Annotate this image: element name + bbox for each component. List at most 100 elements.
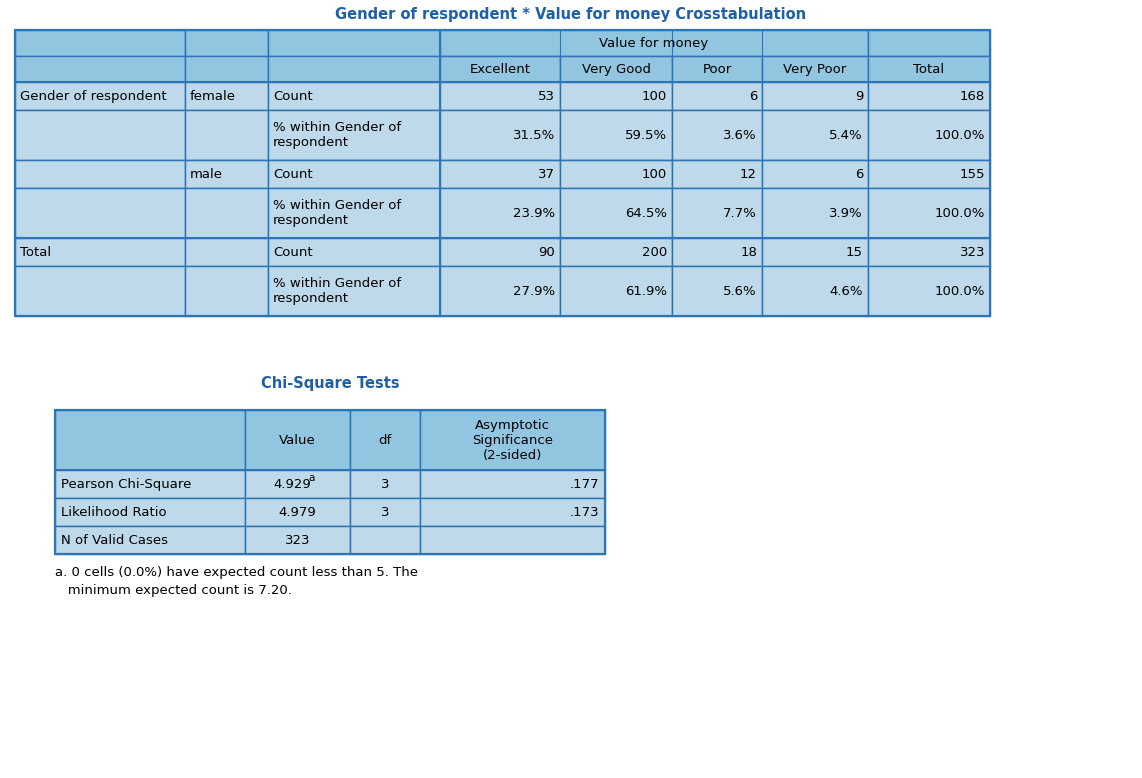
Bar xyxy=(185,30,268,56)
Bar xyxy=(440,160,560,188)
Bar xyxy=(246,410,349,470)
Bar xyxy=(268,30,440,56)
Bar xyxy=(560,82,671,110)
Bar xyxy=(560,188,671,238)
Bar xyxy=(246,470,349,498)
Text: 7.7%: 7.7% xyxy=(723,206,757,219)
Bar xyxy=(420,526,605,554)
Bar xyxy=(55,470,246,498)
Bar xyxy=(15,266,185,316)
Bar xyxy=(671,56,762,82)
Bar xyxy=(349,498,420,526)
Bar xyxy=(185,160,268,188)
Text: 37: 37 xyxy=(538,167,555,180)
Text: 31.5%: 31.5% xyxy=(513,128,555,142)
Bar xyxy=(762,56,868,82)
Text: df: df xyxy=(378,433,392,447)
Text: % within Gender of
respondent: % within Gender of respondent xyxy=(273,199,401,227)
Text: 3.9%: 3.9% xyxy=(829,206,863,219)
Bar xyxy=(246,498,349,526)
Bar xyxy=(246,526,349,554)
Bar xyxy=(671,266,762,316)
Text: Poor: Poor xyxy=(702,62,732,75)
Bar xyxy=(868,238,990,266)
Text: 23.9%: 23.9% xyxy=(513,206,555,219)
Bar xyxy=(185,266,268,316)
Text: N of Valid Cases: N of Valid Cases xyxy=(61,534,168,546)
Text: 155: 155 xyxy=(959,167,986,180)
Bar xyxy=(420,470,605,498)
Text: male: male xyxy=(190,167,223,180)
Text: 6: 6 xyxy=(749,89,757,103)
Bar xyxy=(868,188,990,238)
Bar xyxy=(15,188,185,238)
Text: Likelihood Ratio: Likelihood Ratio xyxy=(61,506,167,518)
Text: 12: 12 xyxy=(740,167,757,180)
Text: 4.6%: 4.6% xyxy=(829,285,863,297)
Bar xyxy=(440,56,560,82)
Bar xyxy=(440,238,560,266)
Bar xyxy=(868,160,990,188)
Bar xyxy=(55,498,246,526)
Bar xyxy=(349,526,420,554)
Text: 15: 15 xyxy=(846,246,863,258)
Text: 18: 18 xyxy=(740,246,757,258)
Bar xyxy=(15,110,185,160)
Text: Asymptotic
Significance
(2-sided): Asymptotic Significance (2-sided) xyxy=(472,419,553,461)
Bar xyxy=(440,188,560,238)
Text: Very Good: Very Good xyxy=(581,62,651,75)
Bar xyxy=(440,266,560,316)
Text: Gender of respondent: Gender of respondent xyxy=(21,89,167,103)
Bar xyxy=(185,56,268,82)
Bar xyxy=(15,56,185,82)
Text: Value for money: Value for money xyxy=(600,37,709,50)
Bar xyxy=(868,56,990,82)
Text: Excellent: Excellent xyxy=(469,62,531,75)
Bar xyxy=(420,410,605,470)
Text: % within Gender of
respondent: % within Gender of respondent xyxy=(273,277,401,305)
Bar xyxy=(55,526,246,554)
Bar xyxy=(55,410,605,554)
Bar xyxy=(762,82,868,110)
Text: 53: 53 xyxy=(538,89,555,103)
Bar xyxy=(15,238,185,266)
Bar xyxy=(15,82,185,110)
Text: female: female xyxy=(190,89,236,103)
Bar xyxy=(440,30,868,56)
Bar xyxy=(55,410,246,470)
Text: 5.6%: 5.6% xyxy=(723,285,757,297)
Text: 27.9%: 27.9% xyxy=(513,285,555,297)
Text: 100.0%: 100.0% xyxy=(934,128,986,142)
Text: Chi-Square Tests: Chi-Square Tests xyxy=(260,376,400,391)
Text: 3.6%: 3.6% xyxy=(723,128,757,142)
Bar xyxy=(349,410,420,470)
Text: 9: 9 xyxy=(854,89,863,103)
Bar xyxy=(762,160,868,188)
Bar xyxy=(440,110,560,160)
Text: Total: Total xyxy=(914,62,944,75)
Text: 168: 168 xyxy=(959,89,986,103)
Text: Pearson Chi-Square: Pearson Chi-Square xyxy=(61,478,192,490)
Text: a. 0 cells (0.0%) have expected count less than 5. The: a. 0 cells (0.0%) have expected count le… xyxy=(55,566,418,579)
Text: a: a xyxy=(308,473,315,483)
Text: 100.0%: 100.0% xyxy=(934,206,986,219)
Bar xyxy=(185,110,268,160)
Bar xyxy=(185,82,268,110)
Bar xyxy=(671,188,762,238)
Bar xyxy=(268,110,440,160)
Text: Gender of respondent * Value for money Crosstabulation: Gender of respondent * Value for money C… xyxy=(336,6,806,22)
Text: Value: Value xyxy=(279,433,316,447)
Bar xyxy=(349,470,420,498)
Text: % within Gender of
respondent: % within Gender of respondent xyxy=(273,121,401,149)
Bar xyxy=(762,188,868,238)
Bar xyxy=(15,30,990,316)
Text: 200: 200 xyxy=(642,246,667,258)
Bar xyxy=(15,30,185,56)
Bar xyxy=(268,56,440,82)
Bar xyxy=(560,160,671,188)
Text: 3: 3 xyxy=(380,478,389,490)
Bar xyxy=(671,238,762,266)
Bar xyxy=(868,82,990,110)
Bar xyxy=(185,238,268,266)
Text: 323: 323 xyxy=(959,246,986,258)
